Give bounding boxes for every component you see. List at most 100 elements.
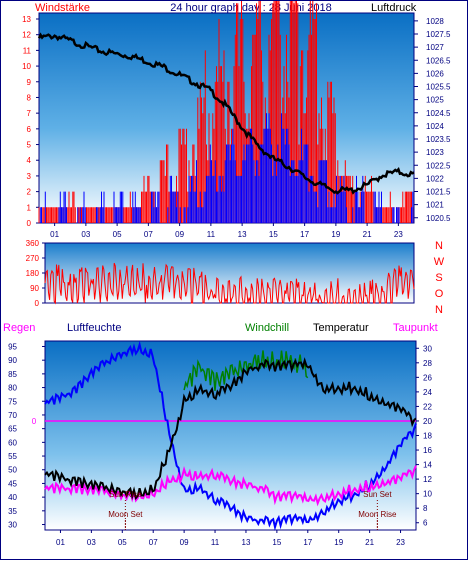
humidity-tick-label: 50 xyxy=(8,466,17,475)
temperature-tick-label: 30 xyxy=(423,344,432,353)
hour-tick-label: 11 xyxy=(207,230,216,239)
chart-title: 24 hour graph day : 28 Juni 2018 xyxy=(170,2,331,14)
hour-tick-label: 23 xyxy=(396,538,405,547)
windchill-label: Windchill xyxy=(245,322,289,334)
hour-tick-label: 07 xyxy=(149,538,158,547)
hour-tick-label: 19 xyxy=(331,230,340,239)
hour-tick-label: 19 xyxy=(334,538,343,547)
pressure-tick-label: 1021 xyxy=(426,201,444,210)
humidity-tick-label: 30 xyxy=(8,521,17,530)
wind-tick-label: 8 xyxy=(27,93,32,102)
temperature-tick-label: 10 xyxy=(423,490,432,499)
humidity-tick-label: 95 xyxy=(8,342,17,351)
hour-tick-label: 09 xyxy=(175,230,184,239)
humidity-tick-label: 75 xyxy=(8,397,17,406)
compass-label: N xyxy=(435,240,443,252)
luftfeuchte-label: Luftfeuchte xyxy=(67,322,121,334)
pressure-tick-label: 1026 xyxy=(426,69,444,78)
humidity-tick-label: 55 xyxy=(8,452,17,461)
humidity-tick-label: 35 xyxy=(8,507,17,516)
wind-tick-label: 0 xyxy=(27,219,32,228)
hour-tick-label: 21 xyxy=(363,230,372,239)
wind-tick-label: 3 xyxy=(27,172,32,181)
hour-tick-label: 15 xyxy=(272,538,281,547)
temperatur-label: Temperatur xyxy=(313,322,369,334)
temperature-tick-label: 14 xyxy=(423,461,432,470)
temperature-tick-label: 20 xyxy=(423,417,432,426)
wind-tick-label: 2 xyxy=(27,188,32,197)
wind-axis-title: Windstärke xyxy=(35,2,90,14)
hour-tick-label: 17 xyxy=(300,230,309,239)
pressure-tick-label: 1022 xyxy=(426,174,444,183)
compass-label: S xyxy=(435,272,442,284)
wind-tick-label: 11 xyxy=(23,46,32,55)
wind-tick-label: 13 xyxy=(22,15,31,24)
wind-tick-label: 7 xyxy=(27,109,32,118)
wind-tick-label: 9 xyxy=(27,78,32,87)
pressure-tick-label: 1027 xyxy=(426,43,444,52)
compass-label: O xyxy=(435,288,444,300)
direction-tick-label: 90 xyxy=(30,284,39,293)
temperature-tick-label: 18 xyxy=(423,432,432,441)
hour-tick-label: 13 xyxy=(238,230,247,239)
humidity-tick-label: 70 xyxy=(8,411,17,420)
hour-tick-label: 09 xyxy=(180,538,189,547)
wind-tick-label: 6 xyxy=(27,125,32,134)
temperature-tick-label: 22 xyxy=(423,402,432,411)
rain-zero-label: 0 xyxy=(32,417,37,426)
temperature-tick-label: 8 xyxy=(423,504,428,513)
compass-label: W xyxy=(434,256,445,268)
hour-tick-label: 05 xyxy=(118,538,127,547)
regen-label: Regen xyxy=(3,322,35,334)
temperature-tick-label: 28 xyxy=(423,359,432,368)
pressure-tick-label: 1025.5 xyxy=(426,83,451,92)
pressure-tick-label: 1023 xyxy=(426,148,444,157)
pressure-axis-title: Luftdruck xyxy=(371,2,417,14)
pressure-tick-label: 1024.5 xyxy=(426,109,451,118)
wind-tick-label: 10 xyxy=(22,62,31,71)
hour-tick-label: 01 xyxy=(50,230,59,239)
wind-direction-series xyxy=(44,262,415,305)
humidity-tick-label: 60 xyxy=(8,438,17,447)
wind-tick-label: 5 xyxy=(27,141,32,150)
hour-tick-label: 23 xyxy=(394,230,403,239)
hour-tick-label: 07 xyxy=(144,230,153,239)
wind-tick-label: 1 xyxy=(27,203,32,212)
annotation-label: Moon Rise xyxy=(358,510,397,519)
hour-tick-label: 11 xyxy=(211,538,220,547)
annotation-label: Moon Set xyxy=(108,510,143,519)
hour-tick-label: 21 xyxy=(365,538,374,547)
annotation-label: Sun Rise xyxy=(109,490,142,499)
pressure-series xyxy=(37,32,415,195)
compass-label: N xyxy=(435,304,443,316)
dewpoint-series xyxy=(44,465,417,507)
taupunkt-label: Taupunkt xyxy=(393,322,438,334)
humidity-tick-label: 90 xyxy=(8,356,17,365)
temperature-series xyxy=(44,357,417,501)
wind-tick-label: 4 xyxy=(27,156,32,165)
direction-tick-label: 360 xyxy=(26,239,40,248)
temperature-tick-label: 24 xyxy=(423,388,432,397)
humidity-tick-label: 45 xyxy=(8,479,17,488)
hour-tick-label: 01 xyxy=(56,538,65,547)
direction-plot-area xyxy=(44,242,415,304)
hour-tick-label: 13 xyxy=(242,538,251,547)
humidity-tick-label: 40 xyxy=(8,493,17,502)
hour-tick-label: 03 xyxy=(87,538,96,547)
pressure-tick-label: 1026.5 xyxy=(426,56,451,65)
pressure-tick-label: 1028 xyxy=(426,17,444,26)
direction-tick-label: 180 xyxy=(26,269,40,278)
hour-tick-label: 03 xyxy=(81,230,90,239)
hour-tick-label: 05 xyxy=(113,230,122,239)
direction-tick-label: 0 xyxy=(35,299,40,308)
wind-tick-label: 12 xyxy=(22,31,31,40)
humidity-tick-label: 80 xyxy=(8,384,17,393)
direction-tick-label: 270 xyxy=(26,254,40,263)
wind-avg-series xyxy=(39,113,414,223)
pressure-tick-label: 1024 xyxy=(426,122,444,131)
humidity-series xyxy=(44,340,417,532)
pressure-tick-label: 1027.5 xyxy=(426,30,451,39)
temperature-tick-label: 16 xyxy=(423,446,432,455)
